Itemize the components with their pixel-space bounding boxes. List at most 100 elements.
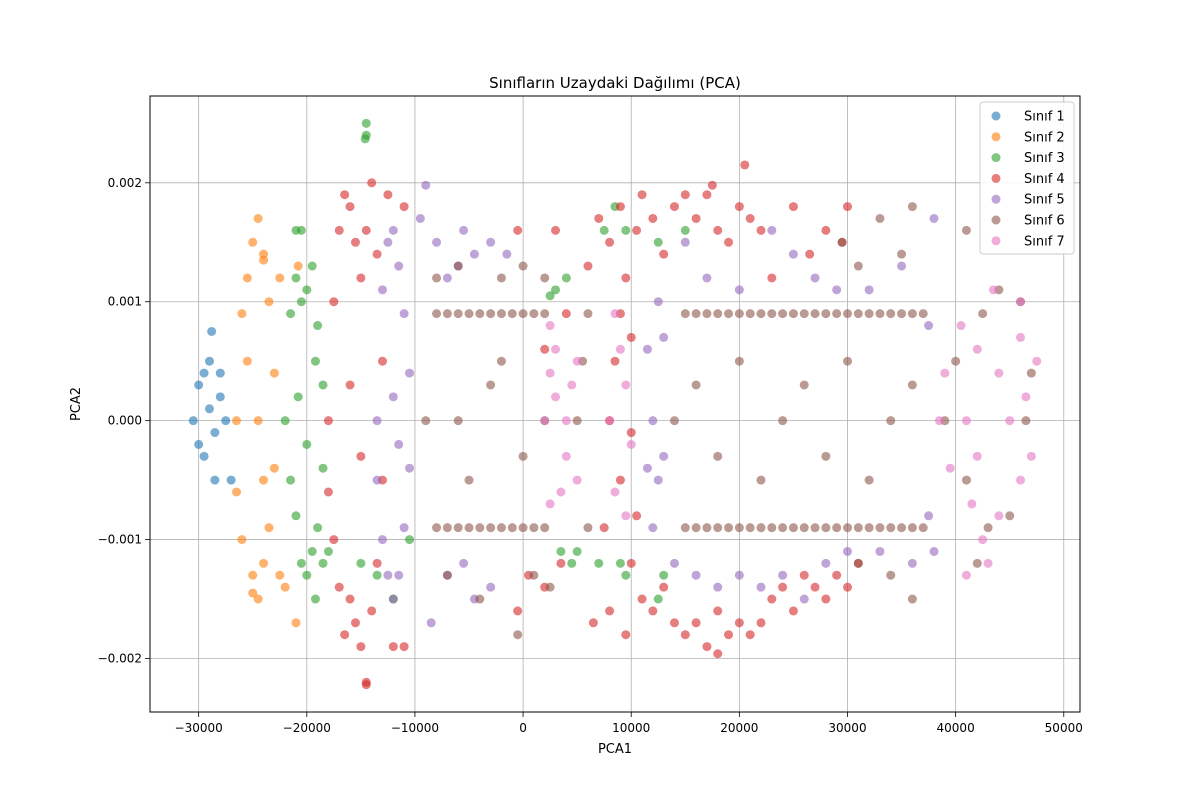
scatter-point bbox=[853, 523, 863, 533]
scatter-point bbox=[605, 416, 615, 426]
scatter-point bbox=[329, 535, 339, 545]
scatter-point bbox=[1032, 356, 1042, 366]
scatter-point bbox=[518, 261, 528, 271]
x-tick-label: −20000 bbox=[283, 721, 331, 735]
scatter-point bbox=[756, 475, 766, 485]
scatter-point bbox=[680, 309, 690, 319]
scatter-point bbox=[924, 511, 934, 521]
legend-label: Sınıf 2 bbox=[1024, 130, 1065, 145]
scatter-point bbox=[356, 273, 366, 283]
scatter-point bbox=[399, 309, 409, 319]
legend-label: Sınıf 1 bbox=[1024, 110, 1065, 125]
scatter-point bbox=[253, 213, 263, 223]
scatter-point bbox=[248, 570, 258, 580]
scatter-point bbox=[615, 202, 625, 212]
scatter-point bbox=[529, 570, 539, 580]
scatter-point bbox=[691, 523, 701, 533]
scatter-point bbox=[545, 368, 555, 378]
scatter-point bbox=[864, 475, 874, 485]
x-tick-label: 30000 bbox=[828, 721, 866, 735]
scatter-point bbox=[486, 309, 496, 319]
scatter-point bbox=[513, 225, 523, 235]
scatter-point bbox=[313, 523, 323, 533]
scatter-point bbox=[929, 213, 939, 223]
scatter-point bbox=[372, 416, 382, 426]
scatter-point bbox=[453, 261, 463, 271]
scatter-point bbox=[875, 309, 885, 319]
scatter-point bbox=[610, 309, 620, 319]
scatter-point bbox=[345, 380, 355, 390]
scatter-point bbox=[551, 285, 561, 295]
scatter-point bbox=[405, 368, 415, 378]
scatter-point bbox=[221, 416, 231, 426]
scatter-point bbox=[940, 368, 950, 378]
scatter-point bbox=[583, 523, 593, 533]
y-tick-label: −0.001 bbox=[98, 533, 142, 547]
scatter-point bbox=[805, 249, 815, 259]
scatter-point bbox=[821, 558, 831, 568]
scatter-point bbox=[967, 499, 977, 509]
legend-marker bbox=[991, 194, 1001, 204]
scatter-point bbox=[691, 309, 701, 319]
scatter-point bbox=[945, 463, 955, 473]
series-group bbox=[232, 213, 303, 628]
scatter-point bbox=[275, 570, 285, 580]
x-axis-label: PCA1 bbox=[598, 742, 632, 757]
scatter-point bbox=[291, 618, 301, 628]
scatter-point bbox=[556, 558, 566, 568]
scatter-point bbox=[323, 416, 333, 426]
scatter-point bbox=[1016, 475, 1026, 485]
scatter-point bbox=[399, 642, 409, 652]
scatter-point bbox=[513, 606, 523, 616]
scatter-point bbox=[740, 160, 750, 170]
scatter-point bbox=[551, 392, 561, 402]
scatter-point bbox=[588, 618, 598, 628]
scatter-point bbox=[648, 213, 658, 223]
scatter-point bbox=[405, 463, 415, 473]
scatter-point bbox=[540, 416, 550, 426]
scatter-point bbox=[293, 392, 303, 402]
scatter-point bbox=[621, 225, 631, 235]
scatter-point bbox=[496, 523, 506, 533]
scatter-point bbox=[810, 273, 820, 283]
scatter-point bbox=[832, 309, 842, 319]
scatter-point bbox=[680, 190, 690, 200]
x-tick-label: −30000 bbox=[175, 721, 223, 735]
scatter-point bbox=[610, 487, 620, 497]
scatter-point bbox=[621, 380, 631, 390]
scatter-point bbox=[621, 511, 631, 521]
scatter-point bbox=[432, 309, 442, 319]
legend-label: Sınıf 7 bbox=[1024, 234, 1065, 249]
scatter-point bbox=[291, 273, 301, 283]
scatter-point bbox=[756, 618, 766, 628]
scatter-point bbox=[540, 344, 550, 354]
scatter-point bbox=[545, 291, 555, 301]
scatter-point bbox=[875, 523, 885, 533]
scatter-point bbox=[275, 273, 285, 283]
scatter-point bbox=[605, 606, 615, 616]
scatter-point bbox=[653, 475, 663, 485]
scatter-point bbox=[724, 237, 734, 247]
scatter-point bbox=[626, 428, 636, 438]
scatter-point bbox=[383, 570, 393, 580]
scatter-point bbox=[350, 237, 360, 247]
scatter-point bbox=[286, 309, 296, 319]
scatter-point bbox=[372, 558, 382, 568]
scatter-point bbox=[545, 582, 555, 592]
scatter-point bbox=[702, 190, 712, 200]
scatter-point bbox=[442, 309, 452, 319]
scatter-point bbox=[529, 309, 539, 319]
scatter-point bbox=[286, 475, 296, 485]
scatter-point bbox=[188, 416, 198, 426]
scatter-point bbox=[432, 523, 442, 533]
scatter-point bbox=[810, 309, 820, 319]
scatter-point bbox=[442, 570, 452, 580]
x-tick-label: 50000 bbox=[1045, 721, 1083, 735]
scatter-point bbox=[788, 249, 798, 259]
scatter-point bbox=[394, 570, 404, 580]
scatter-point bbox=[821, 523, 831, 533]
scatter-point bbox=[897, 523, 907, 533]
scatter-point bbox=[691, 380, 701, 390]
scatter-point bbox=[293, 261, 303, 271]
